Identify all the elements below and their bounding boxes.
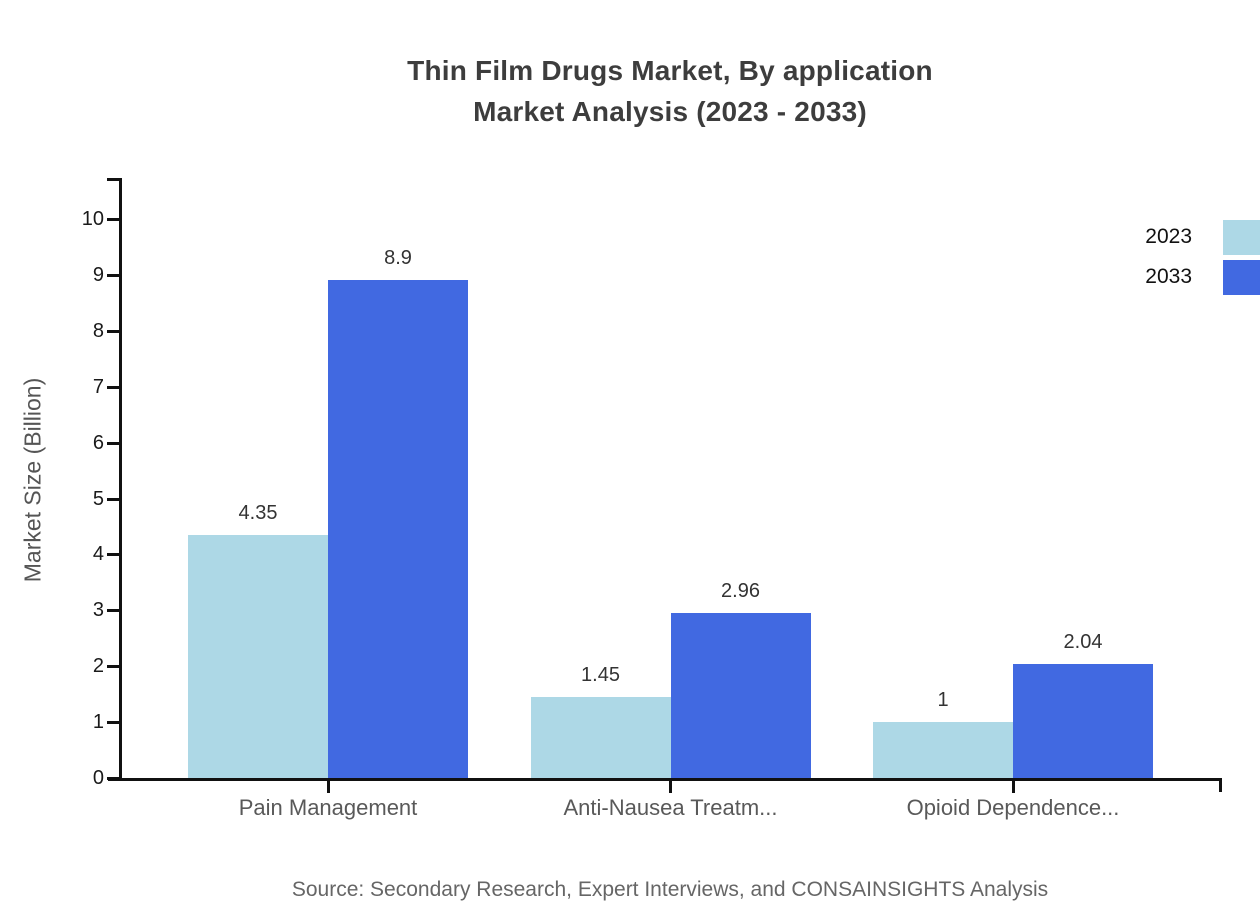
y-tick-label: 0 [92, 767, 104, 789]
chart-title-line2: Market Analysis (2023 - 2033) [473, 96, 867, 127]
bar-2033-1 [328, 280, 468, 778]
y-tick [107, 721, 119, 725]
y-tick-label: 4 [92, 543, 104, 566]
y-tick [107, 609, 119, 613]
bar-value-label: 1 [937, 689, 949, 712]
legend-label-2023: 2023 [1145, 225, 1192, 248]
x-category-label: Opioid Dependence... [906, 795, 1120, 820]
y-tick-label: 2 [92, 655, 104, 678]
bar-2023-3 [873, 722, 1013, 778]
y-tick [107, 218, 119, 221]
y-axis-end-cap [107, 178, 119, 181]
x-category-label: Anti-Nausea Treatm... [563, 795, 778, 820]
y-tick-label: 3 [92, 599, 104, 622]
x-axis-line [108, 778, 1222, 781]
y-axis-line [119, 178, 122, 781]
y-tick-label: 1 [92, 711, 104, 734]
x-tick [326, 781, 330, 793]
x-category-label: Pain Management [238, 795, 418, 820]
legend-swatch-2023 [1223, 220, 1260, 255]
legend-label-2033: 2033 [1145, 265, 1192, 288]
bar-value-label: 4.35 [238, 501, 278, 524]
x-tick [669, 781, 672, 793]
y-tick-label: 7 [92, 375, 104, 398]
x-tick [1011, 781, 1015, 793]
bar-value-label: 1.45 [581, 663, 620, 686]
y-tick-label: 10 [81, 208, 104, 230]
bar-value-label: 8.9 [384, 247, 412, 270]
y-tick-label: 9 [92, 263, 104, 286]
y-tick-label: 6 [92, 431, 104, 454]
y-tick [107, 273, 119, 277]
bar-2033-2 [670, 612, 811, 778]
bar-2023-2 [530, 696, 671, 778]
y-tick [107, 665, 119, 669]
bar-value-label: 2.96 [721, 579, 760, 602]
y-tick [107, 441, 119, 445]
y-tick [107, 777, 119, 780]
chart-title: Thin Film Drugs Market, By application M… [120, 50, 1220, 132]
y-tick [107, 385, 119, 389]
bar-value-label: 2.04 [1063, 630, 1103, 653]
y-tick [107, 553, 119, 557]
y-tick [107, 329, 119, 333]
bar-2023-1 [188, 534, 328, 778]
chart-title-line1: Thin Film Drugs Market, By application [407, 55, 933, 86]
bar-2033-3 [1013, 663, 1153, 778]
x-axis-end-cap [1219, 778, 1222, 792]
y-tick [107, 497, 119, 501]
source-note: Source: Secondary Research, Expert Inter… [291, 878, 1049, 901]
y-tick-label: 5 [92, 487, 104, 510]
y-tick-label: 8 [92, 319, 104, 342]
legend-swatch-2033 [1223, 260, 1260, 295]
